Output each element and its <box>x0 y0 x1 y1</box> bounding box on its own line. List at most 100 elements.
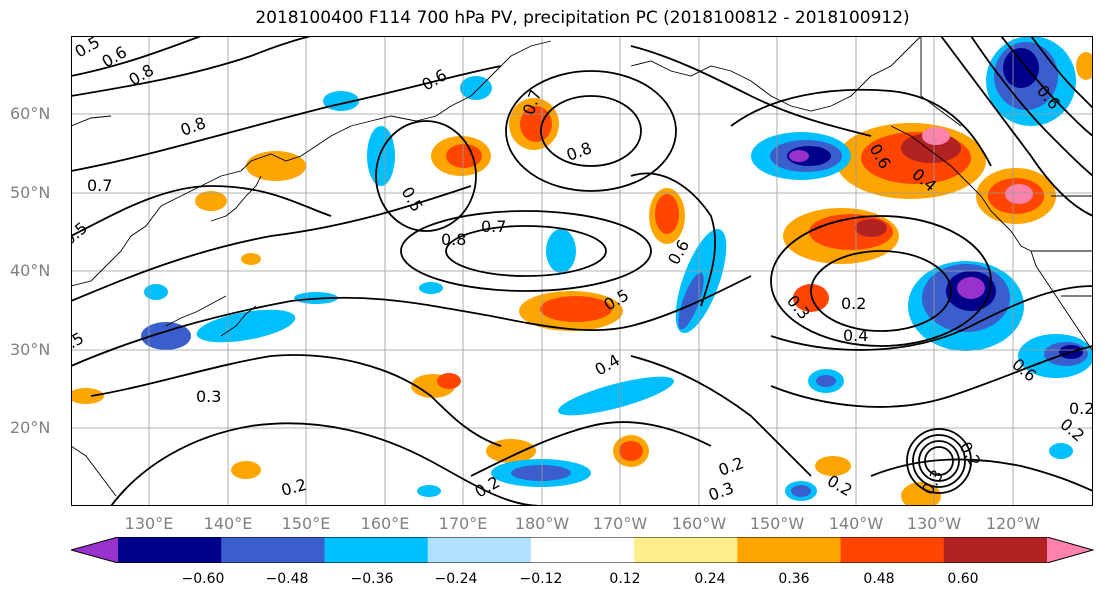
colorbar-tick: 0.24 <box>694 571 726 587</box>
contour-label: 0.6 <box>419 65 451 94</box>
precip-blob <box>619 441 643 461</box>
lat-label: 20°N <box>10 418 51 437</box>
precip-blob <box>815 456 851 476</box>
lon-label: 170°W <box>592 514 648 533</box>
map-grid <box>71 36 1093 506</box>
lon-label: 160°W <box>671 514 727 533</box>
colorbar-segment <box>737 537 842 563</box>
contour-label: 0.5 <box>398 184 427 216</box>
lon-label: 140°E <box>203 514 253 533</box>
contour-label: 0.2 <box>716 453 746 480</box>
colorbar-tick: −0.12 <box>519 571 563 587</box>
contour-label: 0.6 <box>99 42 131 71</box>
precip-blob <box>196 309 296 343</box>
contour-label: 0.2 <box>279 475 309 500</box>
colorbar <box>71 537 1094 563</box>
map-frame <box>71 36 1093 506</box>
contour-label: 0.2 <box>1056 415 1088 446</box>
colorbar-outline <box>71 537 1094 563</box>
colorbar-tick: −0.60 <box>181 571 225 587</box>
colorbar-segment <box>324 537 429 563</box>
precip-blob <box>446 144 482 168</box>
precip-blob <box>367 126 395 186</box>
lat-label: 60°N <box>10 104 51 123</box>
lat-label: 50°N <box>10 183 51 202</box>
colorbar-tick: 0.12 <box>609 571 641 587</box>
precip-blob <box>901 482 941 506</box>
lon-label: 150°W <box>749 514 805 533</box>
precip-blob <box>1049 443 1073 459</box>
precip-blob <box>417 485 441 497</box>
lon-label: 120°W <box>985 514 1041 533</box>
colorbar-tick: 0.36 <box>778 571 810 587</box>
contour-label: 0.5 <box>71 328 87 357</box>
precip-blob <box>546 229 576 273</box>
map-title: 2018100400 F114 700 hPa PV, precipitatio… <box>255 8 910 28</box>
lon-label: 130°E <box>124 514 174 533</box>
map-panel: 0.5 0.6 0.8 0.8 0.7 0.5 0.6 0.8 0.5 0.8 … <box>71 36 1093 506</box>
precip-blob <box>793 284 829 312</box>
precip-blob <box>1076 52 1093 80</box>
lon-label: 180°W <box>514 514 570 533</box>
precip-blob <box>816 375 836 387</box>
colorbar-segment <box>634 537 738 563</box>
precip-blob <box>241 253 261 265</box>
colorbar-tick: −0.36 <box>350 571 394 587</box>
contour-label: 0.8 <box>564 138 594 165</box>
contour-label: 0.7 <box>87 176 112 195</box>
precip-blob <box>141 322 191 350</box>
precip-blob <box>791 485 811 497</box>
colorbar-tick: −0.24 <box>434 571 478 587</box>
colorbar-segment <box>840 537 945 563</box>
colorbar-segment <box>427 537 532 563</box>
colorbar-tick: −0.48 <box>265 571 309 587</box>
precip-blob <box>1005 184 1033 204</box>
precip-blob <box>922 127 950 145</box>
precip-blob <box>231 461 261 479</box>
precip-blob <box>520 106 552 142</box>
contour-label: 0.8 <box>178 113 208 140</box>
colorbar-extend-low <box>71 537 118 563</box>
precip-blob <box>460 76 492 100</box>
colorbar-segment <box>221 537 325 563</box>
precip-blob <box>655 194 679 234</box>
contour-label: 0.2 <box>956 439 985 471</box>
contour-label: 0.3 <box>706 478 736 505</box>
contour-label: 0.2 <box>1069 399 1093 418</box>
coastlines <box>71 36 1093 497</box>
colorbar-extend-high <box>1047 537 1093 563</box>
lat-label: 40°N <box>10 261 51 280</box>
precip-blob <box>511 465 571 481</box>
contour-label: 0.4 <box>592 350 624 379</box>
pv-contours <box>71 36 1093 506</box>
precip-blob <box>195 191 227 211</box>
lon-label: 160°E <box>360 514 410 533</box>
colorbar-tick: 0.48 <box>863 571 895 587</box>
lon-label: 170°E <box>438 514 488 533</box>
lon-label: 140°W <box>828 514 884 533</box>
contour-label: 0.3 <box>196 387 221 406</box>
contour-label: 0.5 <box>71 218 91 249</box>
lat-label: 30°N <box>10 340 51 359</box>
colorbar-segment <box>530 537 635 563</box>
contour-label: 0.2 <box>841 294 866 313</box>
precip-blob <box>957 277 985 299</box>
contour-label: 0.5 <box>72 36 104 61</box>
precip-blob <box>1003 48 1039 88</box>
precip-blob <box>678 272 704 330</box>
contour-label: 0.7 <box>481 217 506 236</box>
colorbar-segment <box>943 537 1048 563</box>
contour-label: 0.8 <box>441 230 466 249</box>
contour-label: 0.4 <box>843 326 868 345</box>
precip-blob <box>246 151 306 181</box>
precip-blob <box>144 284 168 300</box>
precip-blob <box>540 296 612 322</box>
colorbar-segment <box>118 537 222 563</box>
lon-label: 130°W <box>906 514 962 533</box>
lon-label: 150°E <box>281 514 331 533</box>
precip-blob <box>789 150 809 162</box>
colorbar-tick: 0.60 <box>947 571 979 587</box>
precip-blob <box>557 376 675 416</box>
precip-blob <box>855 219 887 237</box>
precip-blob <box>437 373 461 389</box>
